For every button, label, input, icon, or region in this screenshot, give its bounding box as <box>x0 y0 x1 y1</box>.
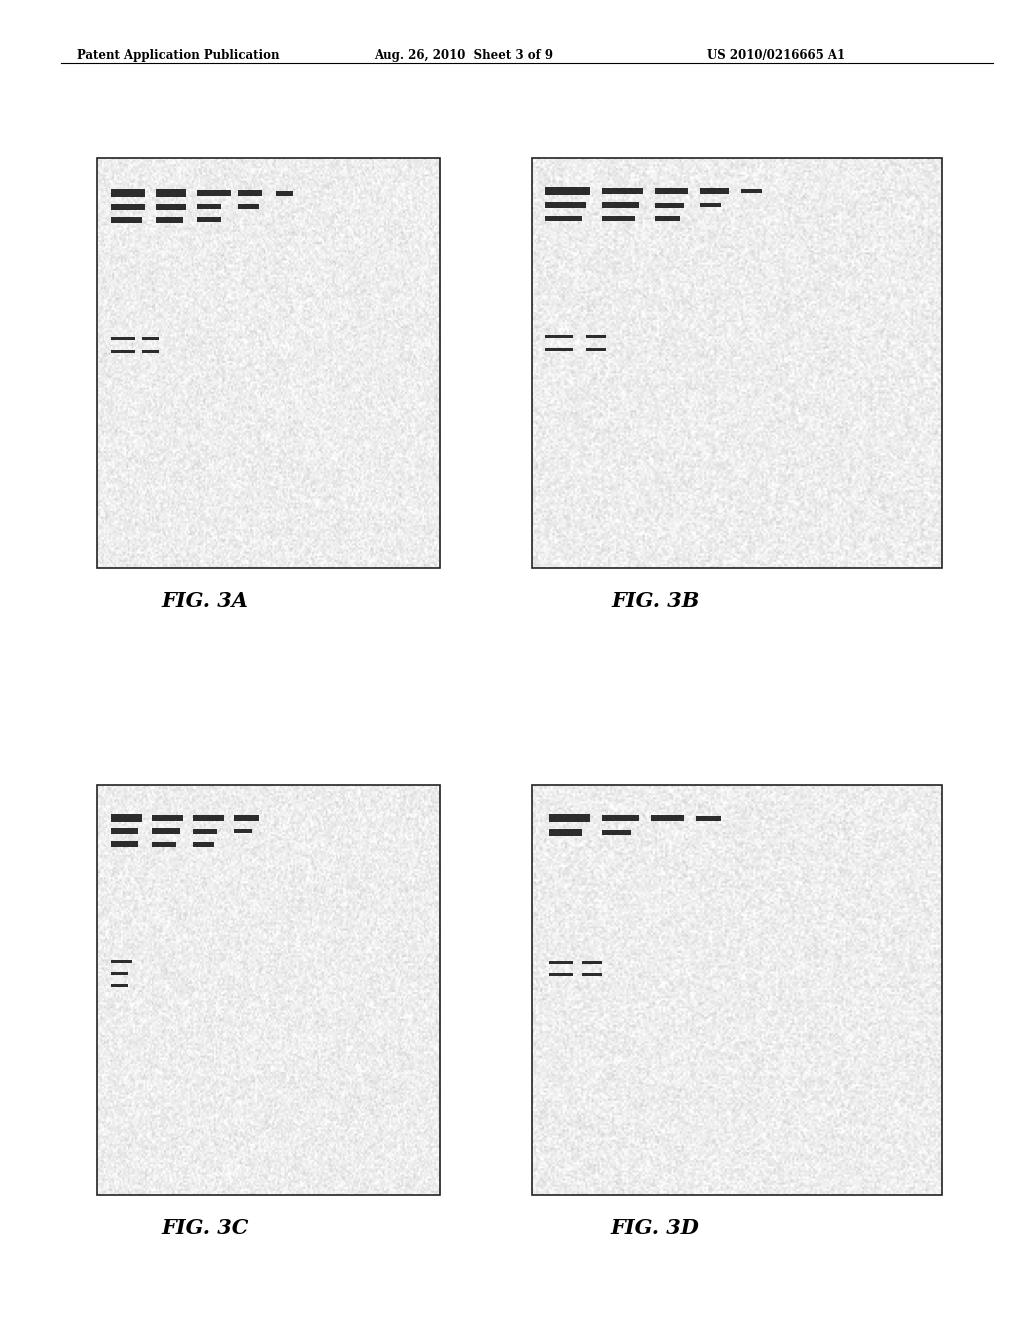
Bar <box>111 841 138 847</box>
Text: Patent Application Publication: Patent Application Publication <box>77 49 280 62</box>
Bar <box>111 203 145 210</box>
Bar <box>194 829 217 834</box>
Text: FIG. 3C: FIG. 3C <box>161 1217 249 1238</box>
Text: FIG. 3B: FIG. 3B <box>611 590 699 611</box>
Bar <box>602 830 631 836</box>
Bar <box>111 337 135 341</box>
Bar <box>549 829 582 836</box>
Bar <box>545 202 586 209</box>
Bar <box>238 205 258 209</box>
Bar <box>111 190 145 197</box>
Bar <box>549 961 573 964</box>
Bar <box>194 814 224 821</box>
Bar <box>549 973 573 975</box>
Text: Aug. 26, 2010  Sheet 3 of 9: Aug. 26, 2010 Sheet 3 of 9 <box>374 49 553 62</box>
Bar <box>111 973 128 975</box>
Bar <box>111 828 138 834</box>
Bar <box>545 187 590 195</box>
Bar <box>97 158 440 568</box>
Bar <box>197 205 221 210</box>
Bar <box>741 189 762 193</box>
Bar <box>153 828 179 834</box>
Bar <box>156 216 183 223</box>
Bar <box>197 218 221 222</box>
Bar <box>602 814 639 821</box>
Text: FIG. 3D: FIG. 3D <box>611 1217 699 1238</box>
Bar <box>602 216 635 222</box>
Bar <box>700 189 729 194</box>
Bar <box>142 350 159 352</box>
Bar <box>549 814 590 822</box>
Bar <box>142 337 159 339</box>
Bar <box>655 202 684 207</box>
Bar <box>586 348 606 351</box>
Bar <box>194 842 214 847</box>
Text: US 2010/0216665 A1: US 2010/0216665 A1 <box>707 49 845 62</box>
Bar <box>238 190 262 197</box>
Bar <box>111 350 135 354</box>
Bar <box>111 985 128 987</box>
Bar <box>655 216 680 220</box>
Bar <box>602 187 643 194</box>
Bar <box>153 814 183 821</box>
Bar <box>545 215 582 222</box>
Bar <box>582 973 602 975</box>
Bar <box>532 158 942 568</box>
Bar <box>197 190 231 197</box>
Bar <box>545 335 573 338</box>
Bar <box>111 216 142 223</box>
Bar <box>234 829 252 833</box>
Bar <box>234 816 258 821</box>
Bar <box>97 785 440 1195</box>
Bar <box>532 785 942 1195</box>
Bar <box>696 816 721 821</box>
Bar <box>156 190 186 197</box>
Bar <box>156 203 186 210</box>
Bar <box>700 203 721 207</box>
Bar <box>111 814 142 822</box>
Bar <box>275 190 293 195</box>
Bar <box>582 961 602 964</box>
Bar <box>111 960 131 964</box>
Bar <box>153 842 176 847</box>
Bar <box>602 202 639 209</box>
Bar <box>586 335 606 338</box>
Bar <box>651 816 684 821</box>
Bar <box>655 187 688 194</box>
Bar <box>545 348 573 351</box>
Text: FIG. 3A: FIG. 3A <box>162 590 248 611</box>
